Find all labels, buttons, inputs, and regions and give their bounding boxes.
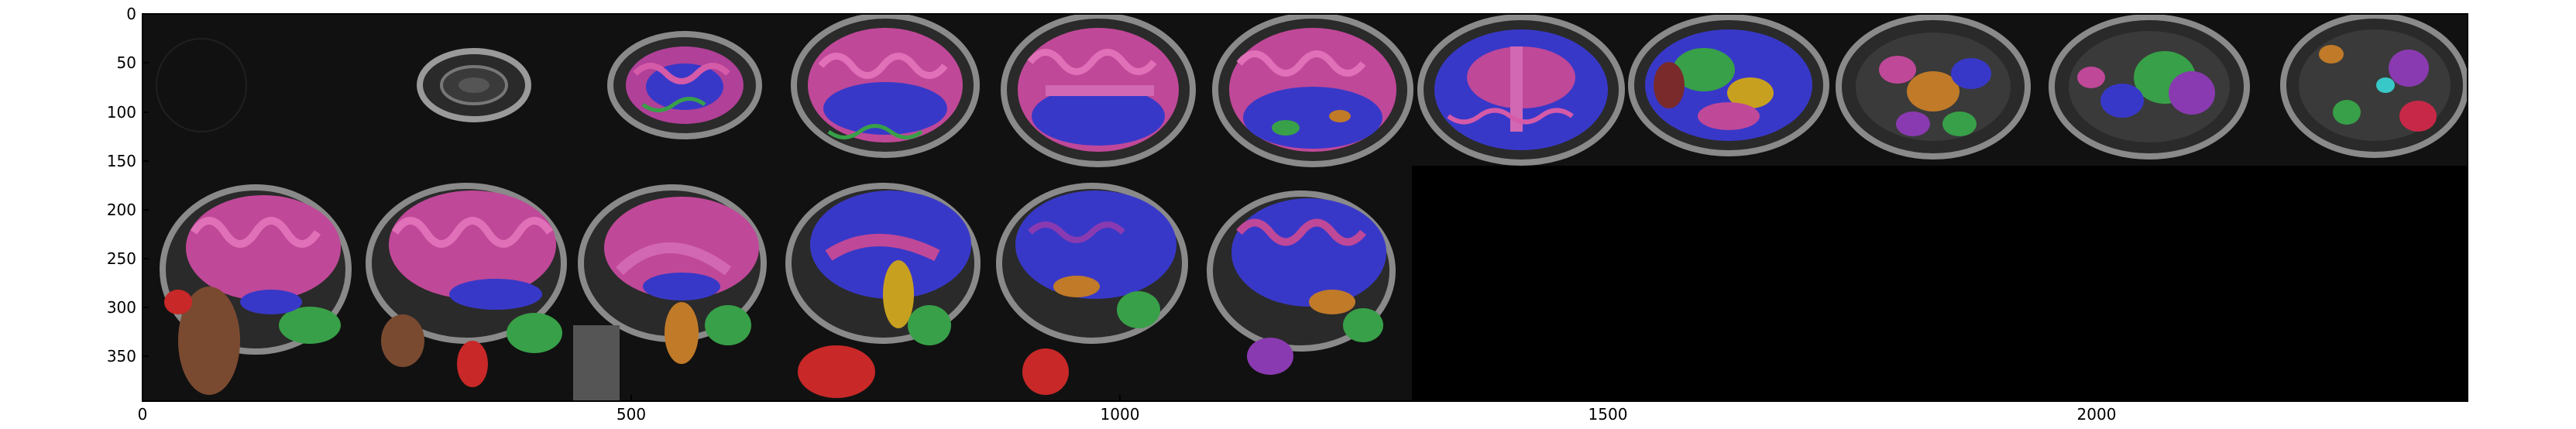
y-tick-label: 150	[107, 152, 136, 170]
y-tick-label: 0	[126, 5, 136, 23]
x-tick-label: 0	[138, 405, 148, 424]
y-tick-label: 350	[107, 347, 136, 366]
sagittal-slice-2	[366, 183, 567, 387]
x-tick-label: 500	[617, 405, 646, 424]
sagittal-slice-6	[1207, 190, 1396, 375]
x-tick-label: 1000	[1101, 405, 1140, 424]
sagittal-slice-5	[996, 183, 1188, 395]
plot-frame	[142, 13, 2468, 402]
y-tick-label: 250	[107, 249, 136, 268]
empty-region	[1412, 166, 2468, 401]
axial-slice-10	[2049, 14, 2250, 160]
axial-slice-6	[1212, 14, 1413, 167]
sagittal-slice-4	[785, 183, 981, 398]
axial-slice-5	[1001, 14, 1196, 167]
y-tick-label: 200	[107, 201, 136, 219]
axial-slice-11	[2280, 14, 2468, 158]
axial-slice-9	[1836, 14, 2031, 160]
axial-slice-7	[1417, 14, 1625, 166]
x-tick-label: 2000	[2077, 405, 2117, 424]
x-axis: 0 500 1000 1500 2000	[138, 395, 2117, 424]
axial-slice-2	[417, 48, 531, 122]
axial-slice-4	[791, 14, 980, 158]
y-tick-label: 300	[107, 298, 136, 317]
axial-slice-1	[156, 38, 247, 132]
axial-slice-3	[607, 31, 762, 139]
sagittal-slice-3	[573, 184, 767, 401]
x-tick-label: 1500	[1589, 405, 1628, 424]
y-tick-label: 100	[107, 103, 136, 122]
y-tick-label: 50	[117, 53, 136, 72]
sagittal-slice-1	[160, 184, 352, 395]
y-axis: 0 50 100 150 200 250 300 350	[107, 5, 149, 366]
axial-slice-8	[1628, 14, 1829, 156]
